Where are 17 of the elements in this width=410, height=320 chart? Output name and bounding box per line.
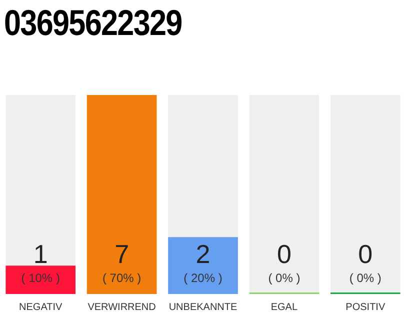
annotation: ( 0% ) [268,271,300,285]
data-label: 0 [358,239,373,269]
data-label: 7 [114,239,130,269]
x-tick-label: POSITIV [346,302,386,313]
x-tick-label: UNBEKANNTE [168,302,238,313]
x-tick-label: VERWIRREND [88,302,156,313]
annotation: ( 70% ) [102,271,142,285]
x-tick-label: NEGATIV [19,302,63,313]
data-label: 1 [33,239,48,269]
annotation: ( 10% ) [21,271,60,285]
data-label: 2 [196,239,210,269]
bar [6,266,76,294]
annotation: ( 0% ) [349,271,382,285]
data-label: 0 [276,239,292,269]
chart-title: 03695622329 [4,2,182,44]
x-tick-label: EGAL [270,302,298,313]
annotation: ( 20% ) [184,271,222,285]
